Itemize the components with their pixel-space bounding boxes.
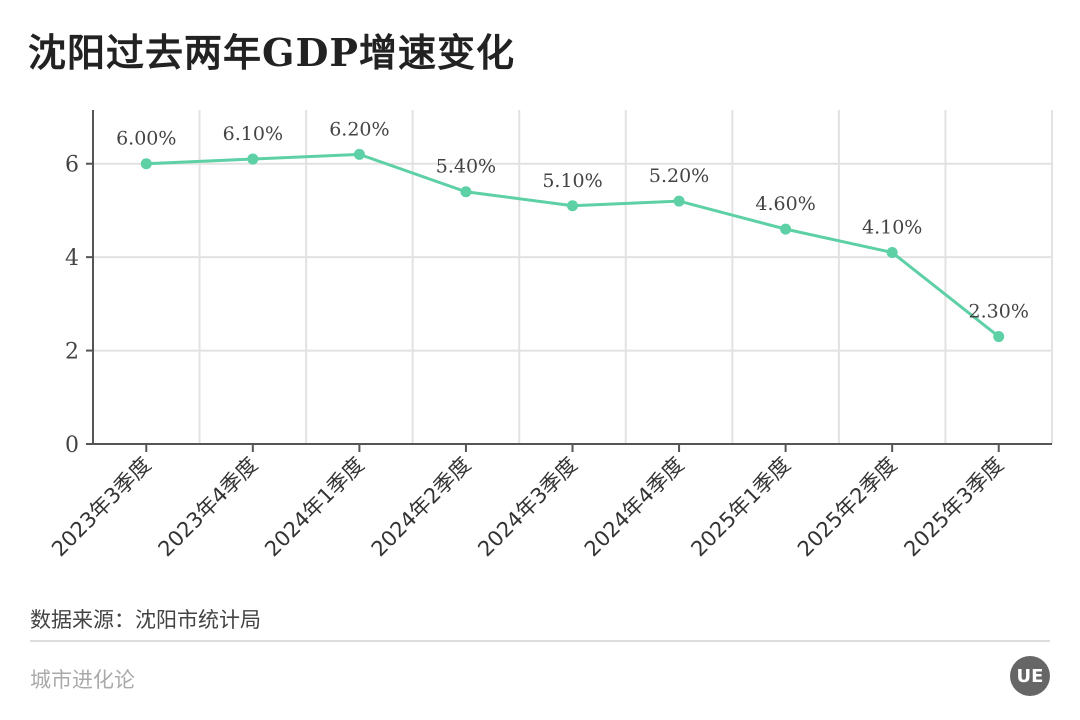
- brand-name: 城市进化论: [30, 668, 135, 692]
- data-point: [886, 246, 898, 258]
- data-source: 数据来源：沈阳市统计局: [30, 608, 261, 632]
- data-point: [780, 223, 792, 235]
- y-tick-label: 6: [65, 153, 79, 178]
- data-point: [567, 200, 578, 212]
- x-tick-label: 2025年2季度: [793, 453, 902, 562]
- data-label: 2.30%: [969, 301, 1029, 323]
- data-point: [140, 158, 152, 170]
- data-label: 6.00%: [116, 128, 176, 150]
- data-point: [460, 186, 472, 198]
- data-label: 5.10%: [542, 170, 602, 192]
- chart-title: 沈阳过去两年GDP增速变化: [28, 30, 515, 75]
- y-tick-label: 0: [65, 433, 79, 458]
- data-point: [247, 153, 259, 165]
- x-tick-label: 2025年3季度: [899, 453, 1008, 562]
- data-label: 6.20%: [329, 118, 389, 140]
- x-tick-label: 2023年3季度: [47, 453, 156, 562]
- x-tick-label: 2025年1季度: [686, 453, 795, 562]
- x-tick-label: 2024年1季度: [260, 453, 369, 562]
- x-tick-label: 2023年4季度: [154, 453, 263, 562]
- data-label: 4.10%: [862, 216, 922, 238]
- divider: [30, 640, 1050, 642]
- y-tick-label: 2: [65, 340, 79, 365]
- y-tick-label: 4: [65, 246, 79, 271]
- line-chart: 02462023年3季度2023年4季度2024年1季度2024年2季度2024…: [47, 110, 1053, 562]
- data-point: [673, 195, 685, 207]
- x-tick-label: 2024年2季度: [367, 453, 476, 562]
- brand-logo: UE: [1010, 656, 1050, 696]
- x-tick-label: 2024年4季度: [580, 453, 689, 562]
- data-label: 4.60%: [755, 193, 815, 215]
- data-label: 5.40%: [436, 156, 496, 178]
- data-label: 6.10%: [223, 123, 283, 145]
- data-point: [993, 331, 1005, 343]
- x-tick-label: 2024年3季度: [473, 453, 582, 562]
- data-point: [353, 148, 365, 160]
- data-label: 5.20%: [649, 165, 709, 187]
